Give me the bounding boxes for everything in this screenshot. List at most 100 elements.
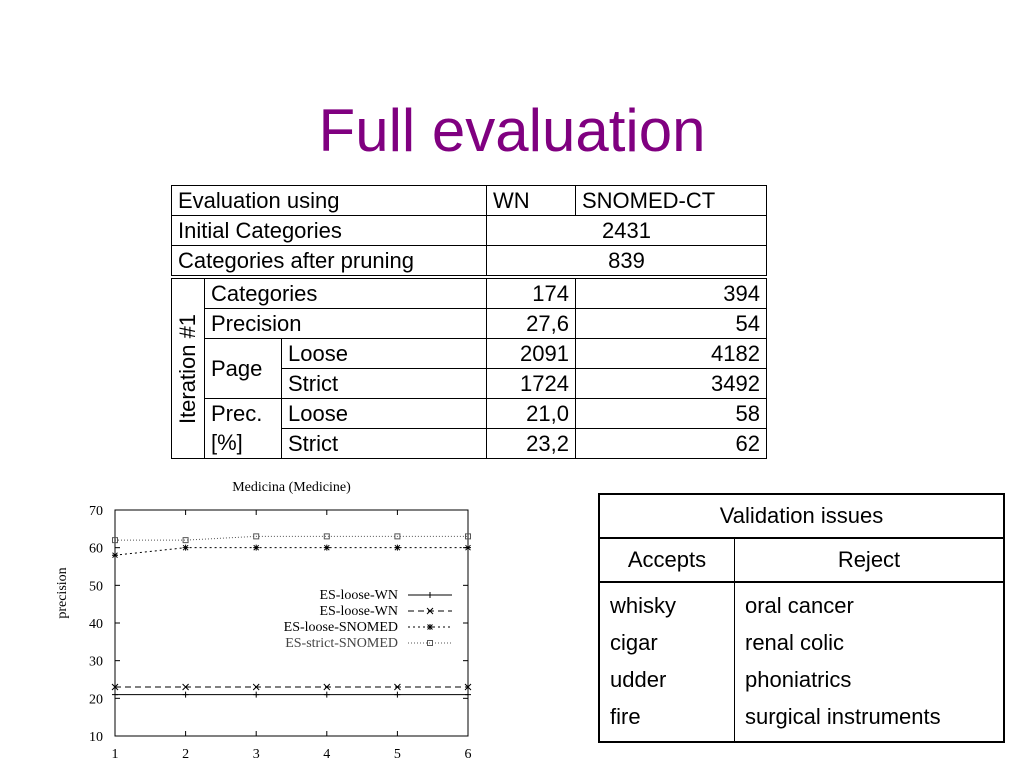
data-point [465, 533, 471, 540]
legend-marker [426, 607, 434, 615]
data-point [112, 691, 118, 698]
data-point [323, 544, 330, 551]
list-item: renal colic [745, 630, 845, 655]
data-point [394, 533, 401, 540]
precision-snomed: 54 [575, 308, 767, 339]
page-strict-wn: 1724 [486, 368, 576, 399]
data-point [394, 683, 401, 691]
list-item: whisky [610, 593, 677, 618]
validation-table: Validation issues Accepts Reject whisky … [598, 493, 1005, 743]
data-point [253, 544, 260, 551]
page-loose-snomed: 4182 [575, 338, 767, 369]
x-tick-label: 6 [465, 747, 472, 762]
data-point [465, 691, 471, 698]
categories-wn: 174 [486, 275, 576, 309]
legend-marker [427, 592, 433, 598]
series-line-2 [114, 547, 468, 556]
list-item: surgical instruments [745, 704, 941, 729]
legend-marker [427, 624, 433, 630]
legend-label: ES-loose-SNOMED [284, 620, 398, 635]
y-tick-label: 10 [89, 730, 103, 745]
data-point [111, 683, 119, 691]
table-row: Prec. Loose 21,0 58 [172, 398, 767, 429]
table-row: whisky cigar udder fire oral cancer rena… [598, 582, 1005, 742]
list-item: cigar [610, 630, 658, 655]
table-row: Precision 27,6 54 [172, 308, 767, 339]
x-tick-label: 1 [112, 747, 119, 762]
data-point [464, 683, 472, 691]
table-row: Page Loose 2091 4182 [172, 338, 767, 399]
legend-label: ES-loose-WN [319, 588, 398, 603]
prec-loose-label: Loose [281, 398, 487, 429]
table-row: [%] Strict 23,2 62 [172, 428, 767, 459]
y-tick-label: 20 [89, 692, 103, 707]
pruned-categories-value: 839 [486, 245, 767, 278]
data-point [112, 537, 118, 544]
prec-strict-label: Strict [281, 428, 487, 459]
table-row: Iteration #1 Categories 174 394 [171, 275, 767, 459]
x-tick-label: 2 [182, 747, 189, 762]
y-tick-label: 40 [89, 617, 103, 632]
data-point [394, 544, 401, 551]
table-row: Categories after pruning 839 [171, 245, 767, 278]
data-point [323, 533, 330, 540]
data-point [252, 683, 260, 691]
prec-loose-wn: 21,0 [486, 398, 576, 429]
page-loose-wn: 2091 [486, 338, 576, 369]
y-axis-label: precision [55, 567, 70, 618]
table-row: Strict 1724 3492 [172, 368, 767, 399]
x-tick-label: 3 [253, 747, 260, 762]
legend-label: ES-loose-WN [319, 604, 398, 619]
initial-categories-label: Initial Categories [171, 215, 487, 246]
x-tick-label: 5 [394, 747, 401, 762]
legend-marker [427, 640, 433, 646]
precision-chart: Medicina (Medicine) 10 20 30 40 50 60 70 1 2 3 4 5 6 p… [55, 480, 472, 762]
prec-strict-snomed: 62 [575, 428, 767, 459]
legend-label: ES-strict-SNOMED [285, 636, 398, 651]
slide-title: Full evaluation [318, 97, 706, 164]
data-point [323, 691, 330, 698]
table-row: Validation issues [598, 494, 1005, 539]
table-row: Evaluation using WN SNOMED-CT [171, 185, 767, 216]
accepts-list: whisky cigar udder fire [598, 582, 735, 742]
precision-wn: 27,6 [486, 308, 576, 339]
chart-title: Medicina (Medicine) [232, 480, 351, 495]
categories-snomed: 394 [575, 275, 767, 309]
table-row: Initial Categories 2431 [171, 215, 767, 246]
series-line-3 [115, 535, 468, 541]
data-point [182, 544, 189, 551]
y-tick-label: 60 [89, 542, 103, 557]
data-point [253, 533, 260, 540]
prec-loose-snomed: 58 [575, 398, 767, 429]
categories-label: Categories [204, 275, 487, 309]
list-item: udder [610, 667, 667, 692]
x-tick-label: 4 [323, 747, 330, 762]
validation-title: Validation issues [598, 494, 1005, 539]
y-tick-label: 50 [89, 579, 103, 594]
list-item: fire [610, 704, 641, 729]
header-wn: WN [486, 185, 576, 216]
page-label: Page [204, 338, 282, 399]
data-point [465, 544, 471, 551]
prec-strict-wn: 23,2 [486, 428, 576, 459]
header-evaluation-using: Evaluation using [171, 185, 487, 216]
reject-list: oral cancer renal colic phoniatrics surg… [734, 582, 1005, 742]
data-point [394, 691, 401, 698]
page-strict-label: Strict [281, 368, 487, 399]
y-tick-label: 70 [89, 504, 103, 519]
reject-header: Reject [734, 538, 1005, 583]
data-point [253, 691, 260, 698]
data-point [112, 552, 118, 559]
prec-label-line2: [%] [204, 428, 282, 459]
header-snomed: SNOMED-CT [575, 185, 767, 216]
accepts-header: Accepts [598, 538, 735, 583]
page-strict-snomed: 3492 [575, 368, 767, 399]
data-point [323, 683, 331, 691]
data-point [182, 691, 189, 698]
initial-categories-value: 2431 [486, 215, 767, 246]
evaluation-table: Evaluation using WN SNOMED-CT Initial Ca… [171, 185, 767, 459]
data-point [182, 537, 189, 544]
list-item: oral cancer [745, 593, 854, 618]
y-tick-label: 30 [89, 655, 103, 670]
table-row: Accepts Reject [598, 538, 1005, 583]
